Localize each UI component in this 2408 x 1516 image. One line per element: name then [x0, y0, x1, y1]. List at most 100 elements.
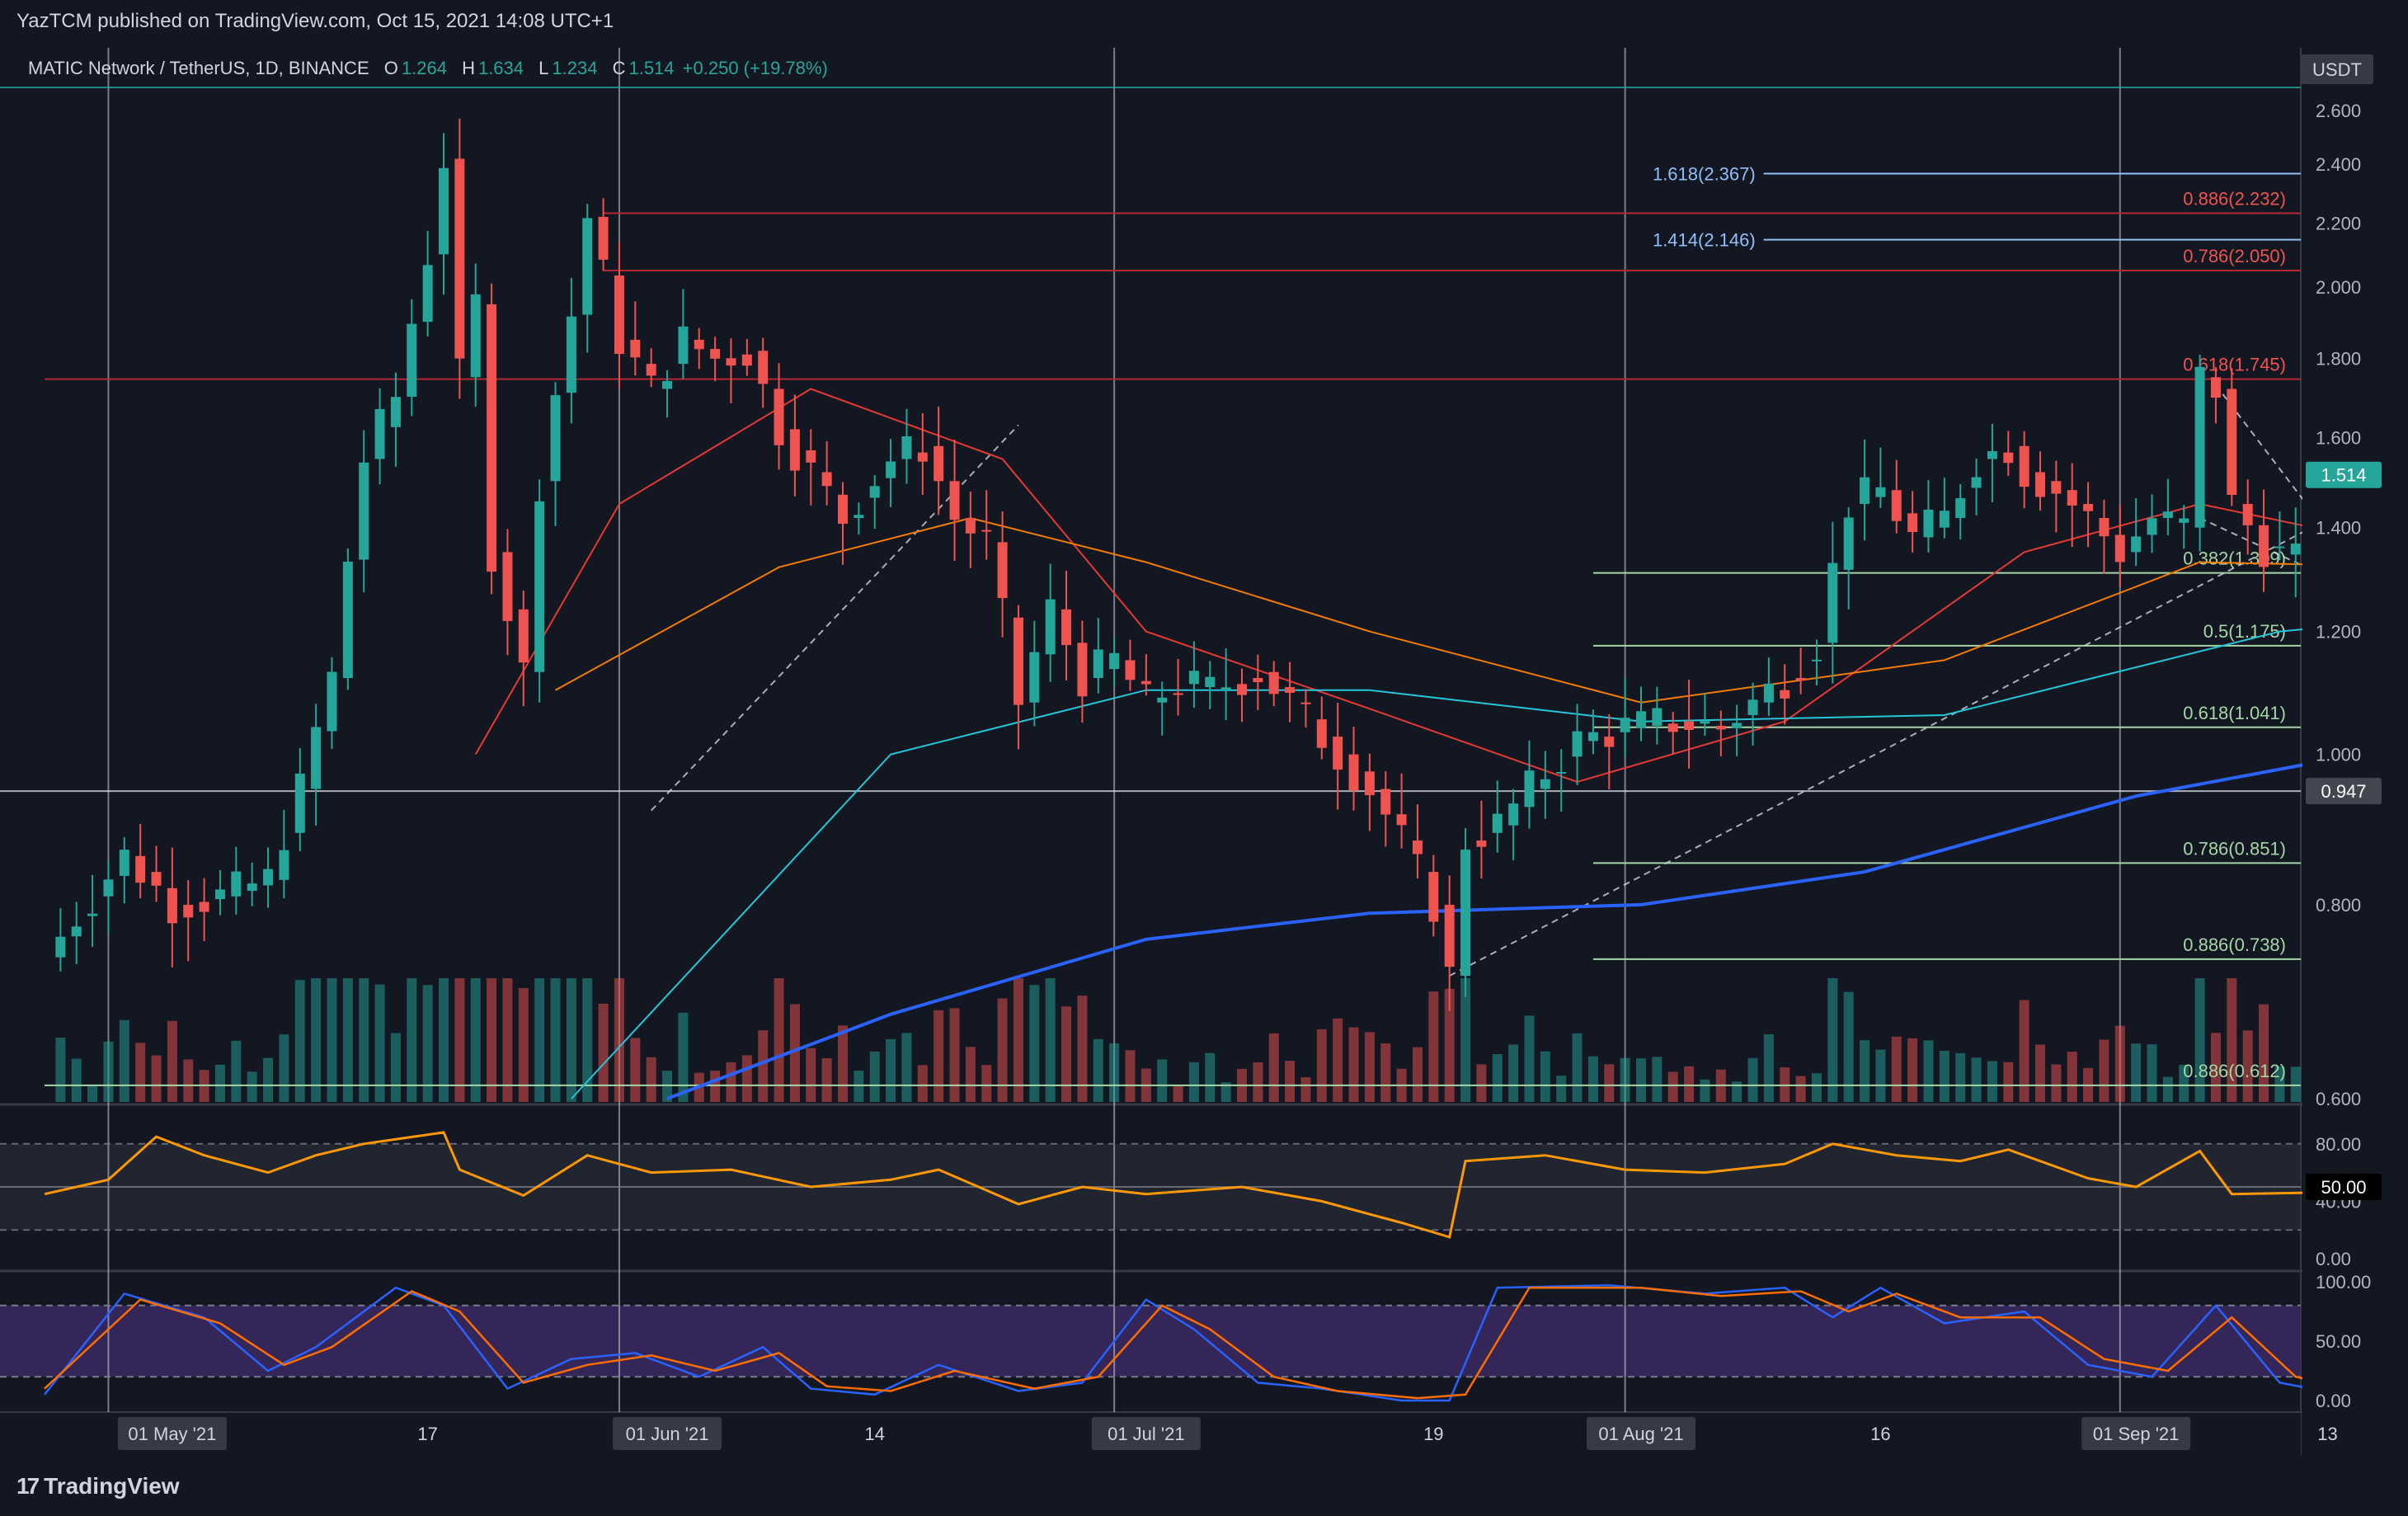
price-tick: 0.600	[2316, 1089, 2361, 1109]
publisher-info: YazTCM published on TradingView.com, Oct…	[16, 10, 614, 32]
time-tick: 01 Aug '21	[1598, 1424, 1683, 1444]
candle-body	[1380, 789, 1391, 815]
volume-bar	[1444, 988, 1455, 1102]
trendline[interactable]	[1449, 526, 2312, 977]
candle-body	[694, 339, 704, 350]
volume-bar	[135, 1043, 146, 1102]
fib-level-label: 1.414(2.146)	[1653, 230, 1756, 251]
volume-bar	[2099, 1039, 2109, 1102]
volume-bar	[1348, 1027, 1359, 1102]
candle-body	[1253, 677, 1263, 683]
volume-bar	[2259, 1004, 2269, 1102]
candle-body	[247, 883, 257, 892]
candle-body	[614, 275, 624, 355]
price-tick: 2.400	[2316, 154, 2361, 175]
volume-bar	[1285, 1061, 1296, 1102]
volume-bar	[342, 978, 353, 1102]
candle-body	[518, 609, 529, 663]
volume-bar	[1268, 1033, 1279, 1102]
candle-body	[1348, 754, 1359, 791]
candle-body	[854, 515, 864, 519]
time-axis[interactable]: 01 May '21 17 01 Jun '21 14 01 Jul '21 19 01 A…	[0, 1413, 2408, 1456]
volume-bar	[1460, 978, 1471, 1102]
volume-bar	[949, 1008, 960, 1102]
candle-body	[2259, 525, 2269, 567]
volume-bar	[965, 1047, 976, 1102]
stoch-tick: 0.00	[2316, 1391, 2351, 1411]
candle-body	[407, 323, 417, 398]
volume-bar	[119, 1019, 129, 1102]
volume-bar	[374, 984, 385, 1102]
current-price-badge[interactable]	[2306, 461, 2382, 488]
candle-body	[231, 871, 242, 897]
candle-body	[470, 294, 481, 378]
volume-bar	[214, 1064, 225, 1102]
volume-bar	[1891, 1036, 1902, 1102]
time-tick-box	[117, 1417, 227, 1450]
candle-body	[582, 218, 593, 315]
volume-bar	[1205, 1052, 1216, 1102]
rsi-value-badge[interactable]	[2306, 1174, 2382, 1200]
time-tick: 19	[1423, 1424, 1443, 1444]
candle-body	[1923, 509, 1934, 538]
volume-bar	[1492, 1054, 1503, 1102]
candle-body	[311, 727, 322, 789]
candle-body	[1540, 779, 1550, 789]
candle-body	[374, 408, 385, 459]
volume-bar	[1061, 1006, 1072, 1102]
trendline[interactable]	[2215, 384, 2408, 1015]
volume-bar	[1077, 996, 1088, 1102]
volume-bar	[1253, 1062, 1263, 1102]
moving-average-line	[666, 747, 2408, 1100]
volume-bar	[1604, 1064, 1615, 1102]
price-tick: 1.000	[2316, 745, 2361, 765]
candle-body	[1029, 652, 1040, 703]
fib-level-label: 0.5(1.175)	[2203, 621, 2286, 642]
candle-body	[454, 158, 465, 359]
fibonacci-levels[interactable]: 0.886(2.232)0.786(2.050)0.618(1.745)1.61…	[0, 87, 2301, 1086]
currency-badge[interactable]	[2301, 54, 2373, 84]
volume-bar	[55, 1038, 66, 1102]
time-tick-box	[1091, 1417, 1201, 1450]
candle-body	[1907, 513, 1918, 533]
time-tick: 01 May '21	[128, 1424, 216, 1444]
candle-body	[678, 326, 689, 365]
price-tick: 1.800	[2316, 348, 2361, 369]
candle-body	[87, 913, 98, 916]
low-value: 1.234	[552, 58, 598, 78]
volume-bar	[1939, 1050, 1949, 1102]
volume-bar	[502, 978, 513, 1102]
volume-bar	[1572, 1033, 1583, 1102]
marked-price-badge[interactable]	[2306, 778, 2382, 805]
candle-body	[1300, 702, 1311, 704]
volume-bar	[1747, 1057, 1758, 1102]
candle-body	[1460, 850, 1471, 977]
candle-body	[327, 671, 337, 732]
volume-bar	[1827, 978, 1838, 1102]
trendline[interactable]	[2199, 517, 2408, 755]
volume-bar	[1524, 1015, 1535, 1102]
volume-bar	[2019, 1000, 2029, 1102]
volume-bar	[1843, 991, 1854, 1102]
time-tick: 13	[2317, 1424, 2337, 1444]
volume-bar	[1109, 1043, 1120, 1102]
candle-body	[1205, 676, 1216, 688]
candle-body	[901, 435, 912, 459]
candle-body	[1061, 609, 1072, 646]
volume-bar	[789, 1004, 800, 1102]
candle-body	[2194, 366, 2205, 528]
volume-bar	[1093, 1038, 1103, 1102]
volume-bar	[1907, 1038, 1918, 1102]
volume-bar	[71, 1058, 82, 1102]
volume-bar	[1811, 1073, 1822, 1102]
tradingview-brand[interactable]: 17 TradingView	[16, 1473, 180, 1500]
candle-body	[71, 926, 82, 937]
volume-bar	[1763, 1033, 1774, 1102]
candle-body	[439, 167, 449, 255]
volume-bar	[934, 1010, 944, 1102]
price-axis[interactable]: 2.600 2.400 2.200 2.000 1.800 1.600 1.400 1.200…	[2301, 48, 2408, 1455]
volume-bar	[1157, 1059, 1168, 1102]
